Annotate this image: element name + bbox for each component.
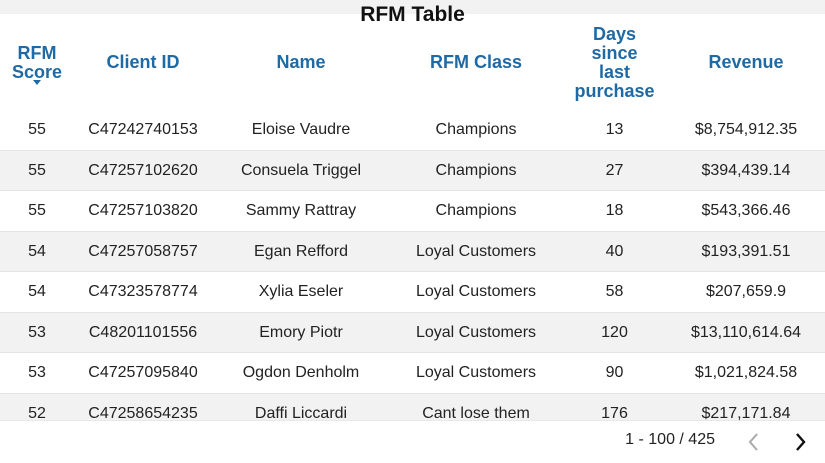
- table-cell: Eloise Vaudre: [251, 121, 351, 138]
- table-cell: 176: [601, 404, 628, 421]
- table-cell: C47257102620: [88, 161, 198, 179]
- table-cell: 53: [28, 364, 46, 381]
- table-cell: 90: [605, 364, 624, 381]
- table-cell: Champions: [435, 121, 517, 138]
- column-header[interactable]: Client ID: [74, 20, 212, 105]
- table-cell: C47257095840: [88, 364, 198, 381]
- table-cell: Loyal Customers: [415, 242, 537, 260]
- table-cell: C47242740153: [88, 121, 198, 138]
- table-cell: C47257103820: [88, 202, 198, 219]
- table-cell: $207,659.9: [705, 283, 787, 300]
- table-cell: Emory Piotr: [259, 323, 343, 341]
- table-cell: 54: [28, 242, 46, 260]
- table-title: RFM Table: [360, 3, 465, 26]
- table-cell: 27: [605, 161, 624, 179]
- table-cell: 58: [605, 283, 624, 300]
- column-header-text: Revenue: [708, 52, 784, 72]
- page-range: 1 - 100 / 425: [625, 431, 715, 448]
- table-row: 53 C48201101556 Emory Piotr Loyal Customers…: [0, 312, 825, 353]
- table-cell: Loyal Customers: [415, 364, 537, 381]
- column-header-text: RFM Score: [11, 42, 63, 82]
- table-cell: C47323578774: [88, 283, 198, 300]
- table-cell: $13,110,614.64: [690, 323, 802, 341]
- column-header[interactable]: RFM Score: [0, 20, 74, 105]
- column-header[interactable]: Revenue: [667, 20, 825, 105]
- pagination-bar: 1 - 100 / 425: [0, 420, 825, 463]
- table-cell: 55: [28, 161, 46, 179]
- column-header-text: Name: [276, 52, 326, 72]
- table-cell: 52: [28, 404, 46, 421]
- table-row: 55 C47257102620 Consuela Triggel Champions 2…: [0, 150, 825, 191]
- table-cell: Daffi Liccardi: [254, 404, 348, 421]
- table-row: 54 C47257058757 Egan Refford Loyal Customer…: [0, 231, 825, 272]
- table-row: 53 C47257095840 Ogdon Denholm Loyal Custome…: [0, 353, 825, 394]
- column-header[interactable]: Days since last purchase: [562, 20, 667, 105]
- table-cell: Sammy Rattray: [245, 202, 357, 219]
- table-cell: $543,366.46: [701, 202, 791, 219]
- table-cell: C47258654235: [88, 404, 198, 421]
- table-cell: C47257058757: [88, 242, 198, 260]
- table-cell: 55: [28, 202, 46, 219]
- table-row: 55 C47257103820 Sammy Rattray Champions 18 $5…: [0, 191, 825, 232]
- table-cell: C48201101556: [88, 323, 198, 341]
- table-cell: 55: [28, 121, 46, 138]
- table-cell: $217,171.84: [701, 404, 791, 421]
- table-cell: 54: [28, 283, 46, 300]
- table-row: 52 C47258654235 Daffi Liccardi Cant lose th…: [0, 393, 825, 421]
- table-cell: 40: [605, 242, 624, 260]
- table-cell: $8,754,912.35: [694, 121, 798, 138]
- table-cell: Cant lose them: [422, 404, 530, 421]
- next-page[interactable]: [791, 431, 811, 453]
- table-body: 55 C47242740153 Eloise Vaudre Champions 13 $8…: [0, 110, 825, 420]
- table-cell: $193,391.51: [701, 242, 791, 260]
- table-header: RFM Score Client ID Name RFM Class Days sinc…: [0, 20, 825, 105]
- table-cell: $394,439.14: [701, 161, 791, 179]
- column-header[interactable]: Name: [212, 20, 390, 105]
- column-header[interactable]: RFM Class: [390, 20, 562, 105]
- table-cell: 53: [28, 323, 46, 341]
- table-cell: Champions: [435, 161, 517, 179]
- table-cell: Consuela Triggel: [240, 161, 362, 179]
- sort-indicator: [33, 80, 41, 85]
- column-header-text: RFM Class: [429, 52, 523, 72]
- table-cell: 13: [605, 121, 624, 138]
- table-cell: 18: [605, 202, 624, 219]
- table-row: 54 C47323578774 Xylia Eseler Loyal Customer…: [0, 272, 825, 313]
- column-header-text: Client ID: [106, 52, 180, 72]
- column-header-text: Days since last purchase: [574, 23, 655, 101]
- table-cell: Ogdon Denholm: [242, 364, 360, 381]
- table-cell: Egan Refford: [254, 242, 348, 260]
- table-cell: 120: [601, 323, 628, 341]
- prev-page[interactable]: [744, 431, 764, 453]
- table-cell: Loyal Customers: [415, 323, 537, 341]
- table-cell: Loyal Customers: [415, 283, 537, 300]
- table-row: 55 C47242740153 Eloise Vaudre Champions 13 $8…: [0, 110, 825, 151]
- table-cell: $1,021,824.58: [694, 364, 798, 381]
- table-cell: Xylia Eseler: [258, 283, 344, 300]
- table-cell: Champions: [435, 202, 517, 219]
